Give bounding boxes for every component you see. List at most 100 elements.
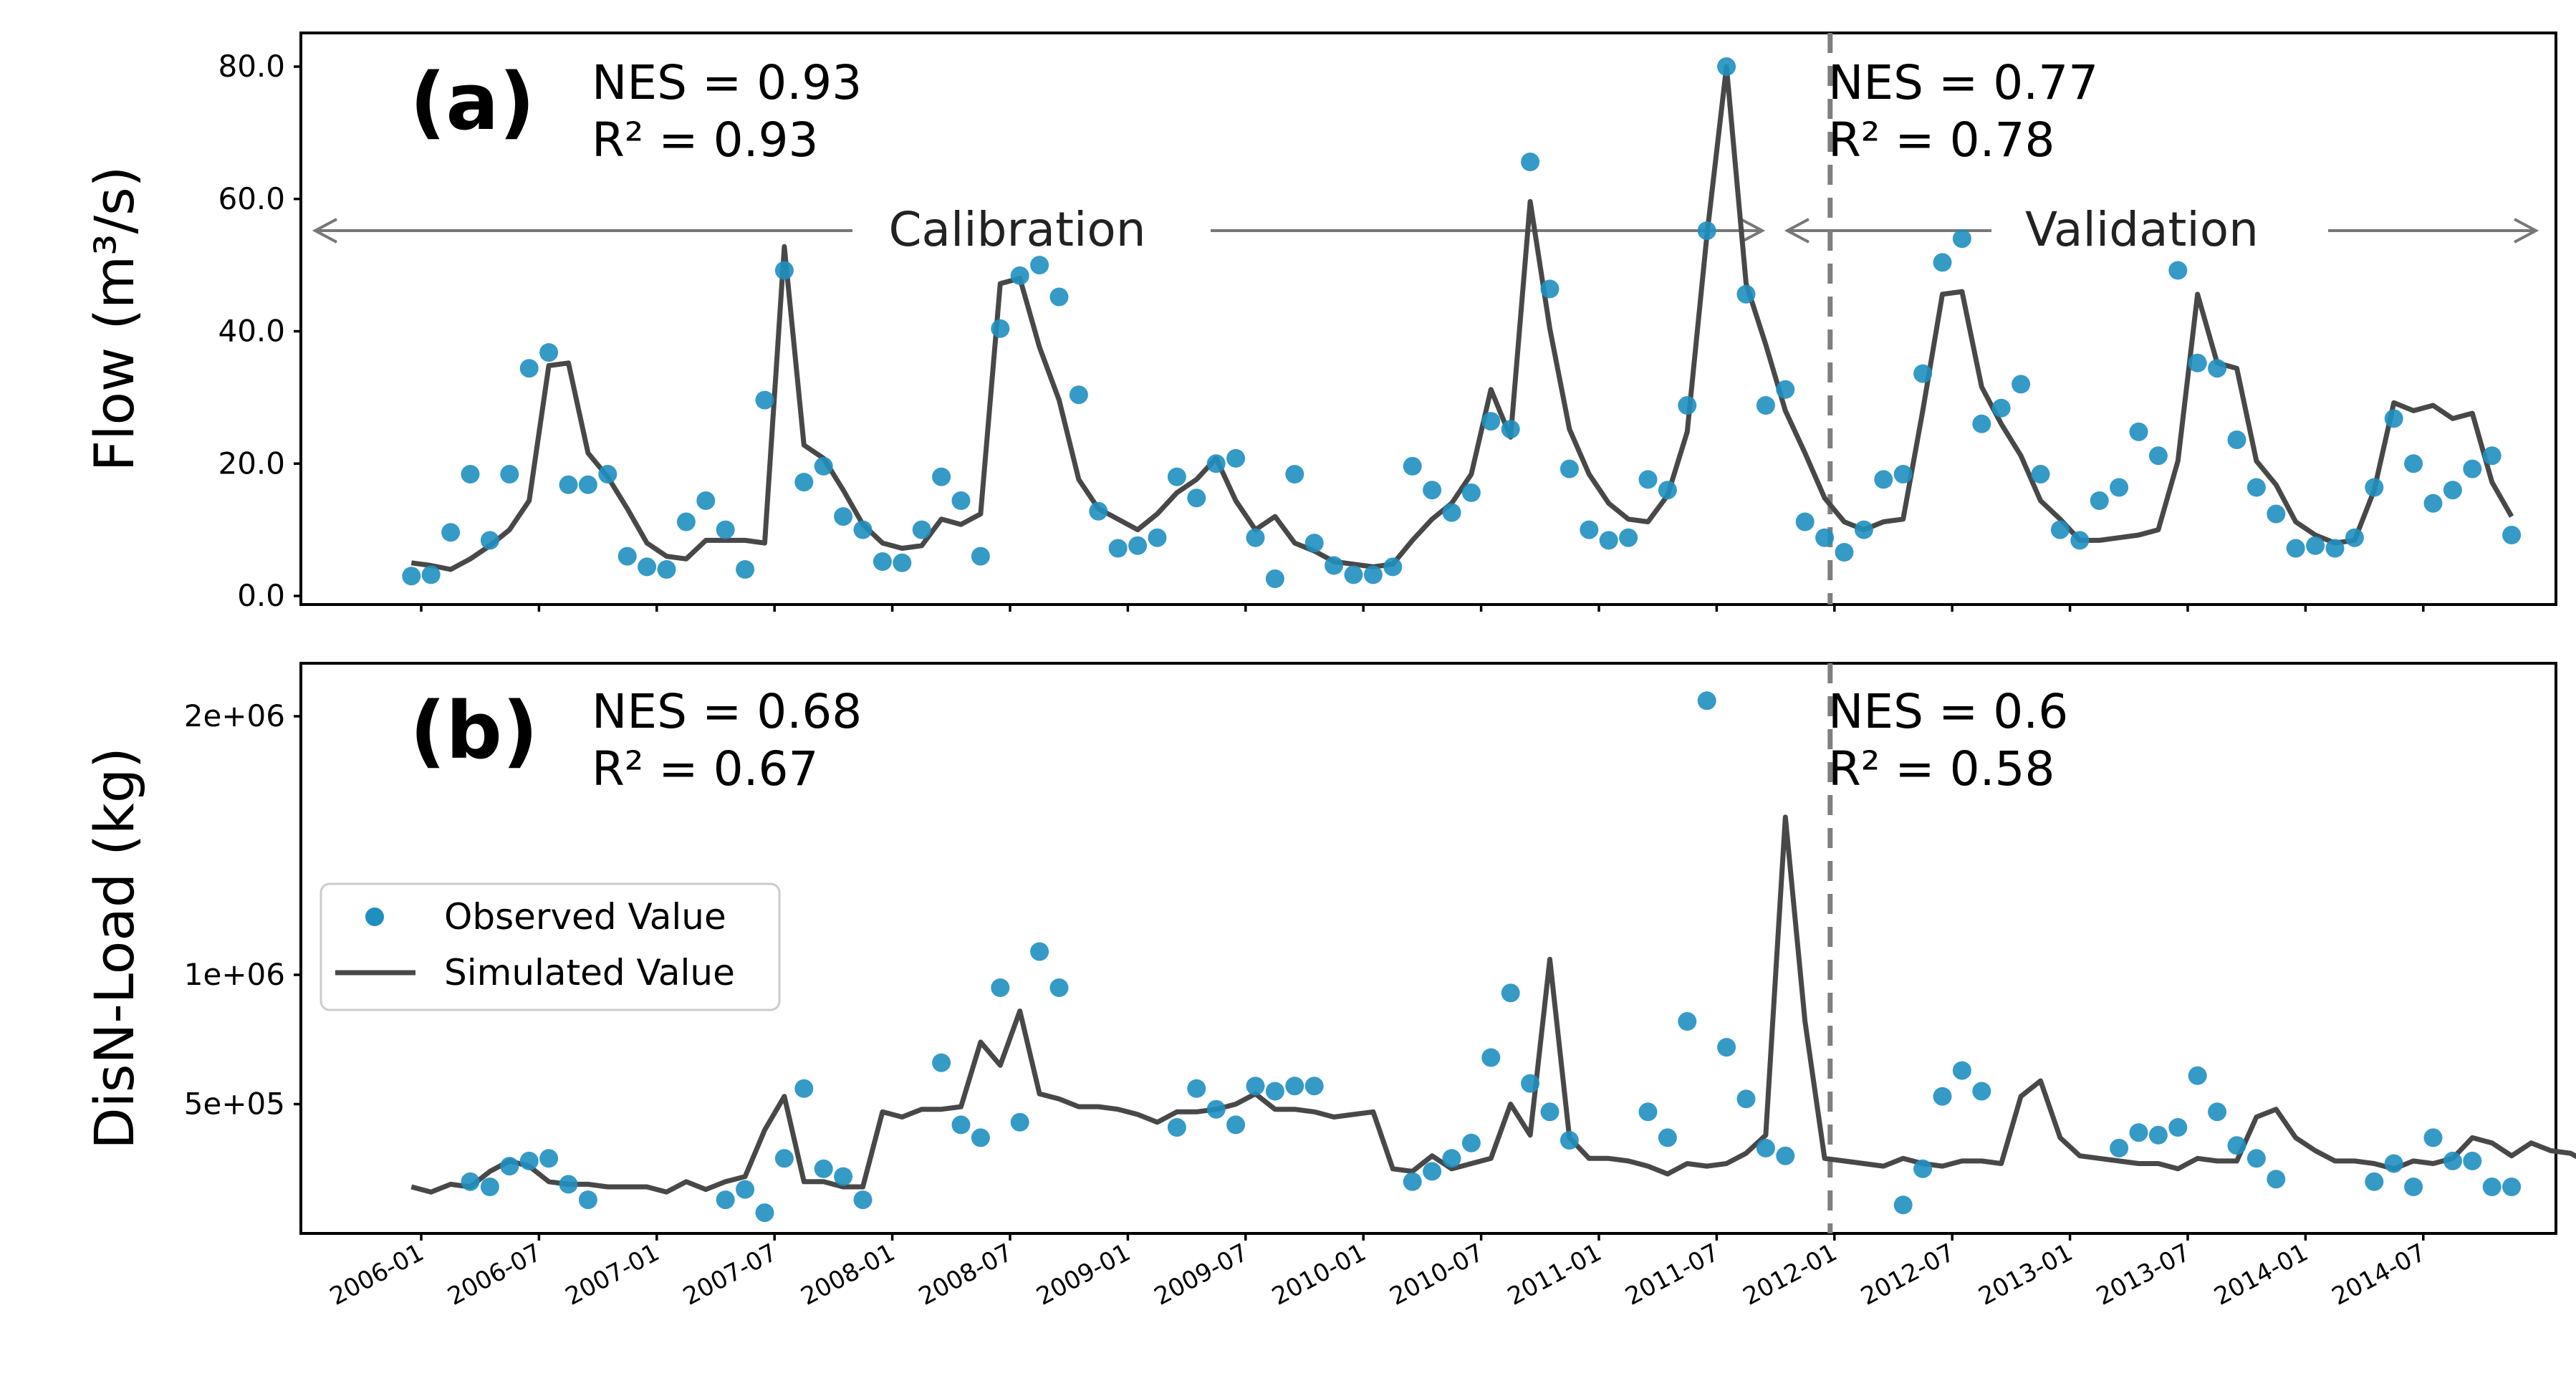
- xtick-label: 2013-01: [1974, 1238, 2077, 1311]
- calibration-arrowhead-right: [1740, 218, 1766, 244]
- observed-point: [2365, 1172, 2384, 1191]
- observed-point: [480, 531, 499, 550]
- observed-point: [814, 1159, 833, 1178]
- legend-observed-label: Observed Value: [444, 896, 726, 938]
- observed-point: [716, 1190, 735, 1210]
- xtick-label: 2007-07: [678, 1238, 782, 1311]
- observed-point: [2148, 1125, 2168, 1145]
- observed-point: [2110, 1138, 2129, 1157]
- panel-b-validation-nes: NES = 0.6: [1828, 684, 2068, 739]
- observed-point: [2384, 409, 2403, 428]
- xtick-label: 2011-07: [1620, 1238, 1724, 1311]
- xtick-label: 2008-07: [914, 1238, 1017, 1311]
- panel-a: 0.0 20.0 40.0 60.0 80.0 Calibration Validati…: [82, 32, 2557, 613]
- observed-point: [1501, 983, 1520, 1003]
- observed-point: [539, 343, 559, 362]
- ytick-label: 60.0: [218, 181, 285, 216]
- observed-point: [500, 1157, 519, 1176]
- panel-a-ylabel: Flow (m³/s): [82, 166, 146, 472]
- observed-point: [755, 390, 774, 410]
- observed-point: [2012, 375, 2031, 394]
- observed-point: [951, 491, 971, 510]
- observed-point: [2286, 539, 2305, 558]
- observed-point: [1383, 557, 1403, 577]
- panel-a-validation-nes: NES = 0.77: [1828, 55, 2098, 110]
- observed-point: [1403, 1172, 1422, 1191]
- observed-point: [1913, 364, 1933, 383]
- xtick-label: 2009-01: [1032, 1238, 1135, 1311]
- observed-point: [1501, 420, 1520, 439]
- observed-point: [539, 1149, 559, 1168]
- observed-point: [1187, 488, 1206, 508]
- observed-point: [1167, 1118, 1186, 1137]
- observed-point: [598, 465, 617, 483]
- xtick-label: 2014-01: [2209, 1238, 2312, 1311]
- observed-point: [1030, 256, 1049, 275]
- observed-point: [971, 1128, 990, 1147]
- ytick-label: 1e+06: [184, 957, 285, 992]
- observed-point: [853, 520, 873, 539]
- xtick-label: 2014-07: [2327, 1238, 2431, 1311]
- observed-point: [1952, 1061, 1971, 1080]
- legend: Observed Value Simulated Value: [319, 882, 781, 1011]
- observed-point: [2168, 261, 2188, 280]
- observed-point: [794, 473, 814, 492]
- observed-point: [1521, 1074, 1540, 1093]
- observed-point: [617, 547, 637, 566]
- xtick-label: 2007-01: [561, 1238, 664, 1311]
- panel-b-validation-r2: R² = 0.58: [1828, 741, 2055, 796]
- observed-point: [1776, 380, 1795, 399]
- xtick-label: 2012-07: [1856, 1238, 1959, 1311]
- observed-point: [1128, 536, 1148, 555]
- observed-point: [1717, 1038, 1736, 1057]
- observed-point: [2188, 1066, 2207, 1085]
- observed-point: [1972, 414, 1991, 433]
- observed-point: [2208, 359, 2227, 378]
- observed-point: [1010, 1112, 1029, 1132]
- calibration-arrowhead-left: [312, 218, 337, 244]
- observed-point: [1874, 470, 1893, 489]
- observed-point: [2110, 478, 2129, 497]
- observed-point: [1403, 456, 1422, 476]
- observed-point: [1795, 512, 1815, 531]
- panel-a-simulated-series: [410, 64, 2514, 572]
- observed-point: [1325, 556, 1344, 575]
- observed-point: [559, 1175, 578, 1194]
- observed-point: [1049, 287, 1069, 307]
- panel-b-ylabel: DisN-Load (kg): [82, 747, 146, 1150]
- observed-point: [853, 1190, 873, 1210]
- observed-point: [2384, 1154, 2403, 1173]
- simulated-line: [410, 64, 2514, 572]
- observed-point: [2404, 454, 2423, 473]
- observed-point: [1481, 412, 1501, 431]
- observed-point: [1559, 1131, 1579, 1150]
- observed-point: [1697, 691, 1716, 711]
- panel-a-label: (a): [410, 56, 535, 148]
- observed-point: [500, 465, 519, 483]
- panel-a-yticks: 0.0 20.0 40.0 60.0 80.0: [218, 49, 301, 613]
- observed-point: [2482, 1178, 2501, 1196]
- observed-point: [1933, 1087, 1952, 1106]
- observed-point: [1736, 1089, 1756, 1109]
- observed-point: [873, 552, 892, 571]
- observed-point: [1030, 942, 1049, 961]
- observed-point: [1304, 1077, 1324, 1096]
- observed-point: [1893, 1195, 1913, 1215]
- observed-point: [1089, 501, 1108, 521]
- panel-b-frame: [299, 662, 2557, 1235]
- observed-point: [834, 1167, 853, 1186]
- observed-point: [1893, 465, 1913, 483]
- observed-point: [1461, 1133, 1481, 1152]
- observed-point: [1638, 470, 1658, 489]
- observed-point: [1049, 978, 1069, 997]
- observed-point: [716, 520, 735, 539]
- period-arrows: Calibration Validation: [312, 202, 2539, 257]
- xtick-label: 2006-07: [443, 1238, 546, 1311]
- observed-point: [1246, 1077, 1265, 1096]
- observed-point: [1638, 1102, 1658, 1122]
- observed-point: [2246, 1149, 2266, 1168]
- ytick-label: 2e+06: [184, 698, 285, 733]
- legend-box: [319, 882, 781, 1011]
- observed-point: [1559, 459, 1579, 478]
